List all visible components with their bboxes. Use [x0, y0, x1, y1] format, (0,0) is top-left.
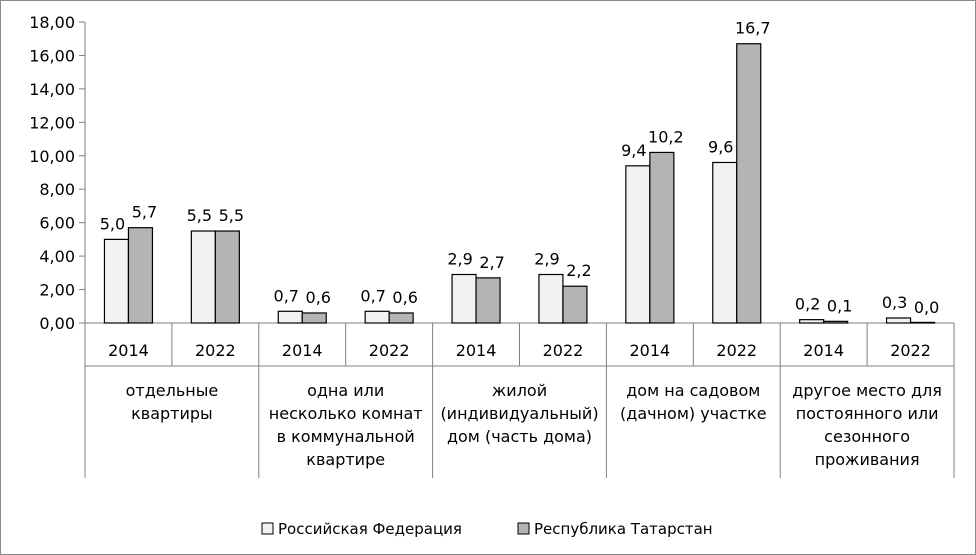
- bar: [799, 319, 825, 324]
- data-label: 2,9: [534, 250, 559, 269]
- bar: [364, 310, 390, 324]
- bar: [649, 151, 675, 324]
- y-tick-label: 14,00: [29, 80, 75, 99]
- category-label: в коммунальной: [277, 427, 415, 446]
- year-label: 2014: [629, 341, 670, 360]
- y-tick-label: 12,00: [29, 113, 75, 132]
- year-label: 2022: [369, 341, 410, 360]
- y-tick-label: 2,00: [39, 281, 75, 300]
- legend-swatch: [517, 522, 530, 535]
- y-tick-label: 10,00: [29, 147, 75, 166]
- bar: [823, 320, 849, 324]
- bar: [625, 165, 651, 324]
- data-label: 2,9: [447, 250, 472, 269]
- data-label: 0,6: [306, 288, 331, 307]
- data-label: 5,7: [132, 203, 157, 222]
- data-label: 0,3: [882, 293, 907, 312]
- bar: [301, 312, 327, 324]
- data-label: 5,5: [219, 206, 244, 225]
- y-tick-label: 6,00: [39, 214, 75, 233]
- category-label: постоянного или: [796, 404, 939, 423]
- category-label: квартиры: [131, 404, 213, 423]
- bar: [103, 238, 130, 324]
- category-label: другое место для: [792, 381, 942, 400]
- y-tick-label: 0,00: [39, 314, 75, 333]
- bar: [736, 43, 762, 324]
- bar: [909, 321, 936, 324]
- bar: [127, 227, 154, 324]
- data-label: 16,7: [735, 19, 771, 38]
- legend-label: Республика Татарстан: [534, 520, 713, 538]
- category-label: жилой: [492, 381, 547, 400]
- category-label: одна или: [307, 381, 384, 400]
- year-label: 2022: [890, 341, 931, 360]
- data-label: 5,0: [100, 214, 125, 233]
- category-label: сезонного: [824, 427, 910, 446]
- category-label: квартире: [306, 450, 385, 469]
- category-label: отдельные: [126, 381, 219, 400]
- data-label: 9,6: [708, 137, 733, 156]
- year-label: 2022: [543, 341, 584, 360]
- data-label: 0,2: [795, 295, 820, 314]
- y-tick-label: 16,00: [29, 46, 75, 65]
- bar: [712, 161, 738, 324]
- data-label: 2,7: [479, 253, 504, 272]
- category-label: (индивидуальный): [440, 404, 598, 423]
- y-tick-label: 8,00: [39, 180, 75, 199]
- year-label: 2022: [716, 341, 757, 360]
- legend-label: Российская Федерация: [278, 520, 462, 538]
- year-label: 2014: [456, 341, 497, 360]
- data-label: 0,6: [392, 288, 417, 307]
- data-label: 2,2: [566, 261, 591, 280]
- data-label: 0,1: [827, 296, 852, 315]
- y-tick-label: 4,00: [39, 247, 75, 266]
- year-label: 2014: [108, 341, 149, 360]
- y-tick-label: 18,00: [29, 13, 75, 32]
- category-label: дом на садовом: [626, 381, 760, 400]
- category-label: дом (часть дома): [447, 427, 592, 446]
- category-label: (дачном) участке: [620, 404, 767, 423]
- bar: [475, 277, 501, 324]
- bar: [277, 310, 303, 324]
- data-label: 5,5: [187, 206, 212, 225]
- year-label: 2022: [195, 341, 236, 360]
- bar: [538, 273, 564, 324]
- data-label: 9,4: [621, 141, 646, 160]
- bar: [190, 230, 216, 324]
- data-label: 0,7: [360, 286, 385, 305]
- year-label: 2014: [803, 341, 844, 360]
- data-label: 0,7: [274, 286, 299, 305]
- data-label: 10,2: [648, 127, 684, 146]
- bar: [214, 230, 240, 324]
- category-label: проживания: [815, 450, 920, 469]
- bar: [388, 312, 414, 324]
- category-label: несколько комнат: [269, 404, 423, 423]
- bar: [451, 273, 477, 324]
- bar: [885, 317, 912, 324]
- year-label: 2014: [282, 341, 323, 360]
- bar: [562, 285, 588, 324]
- legend-swatch: [261, 522, 274, 535]
- data-label: 0,0: [914, 298, 939, 317]
